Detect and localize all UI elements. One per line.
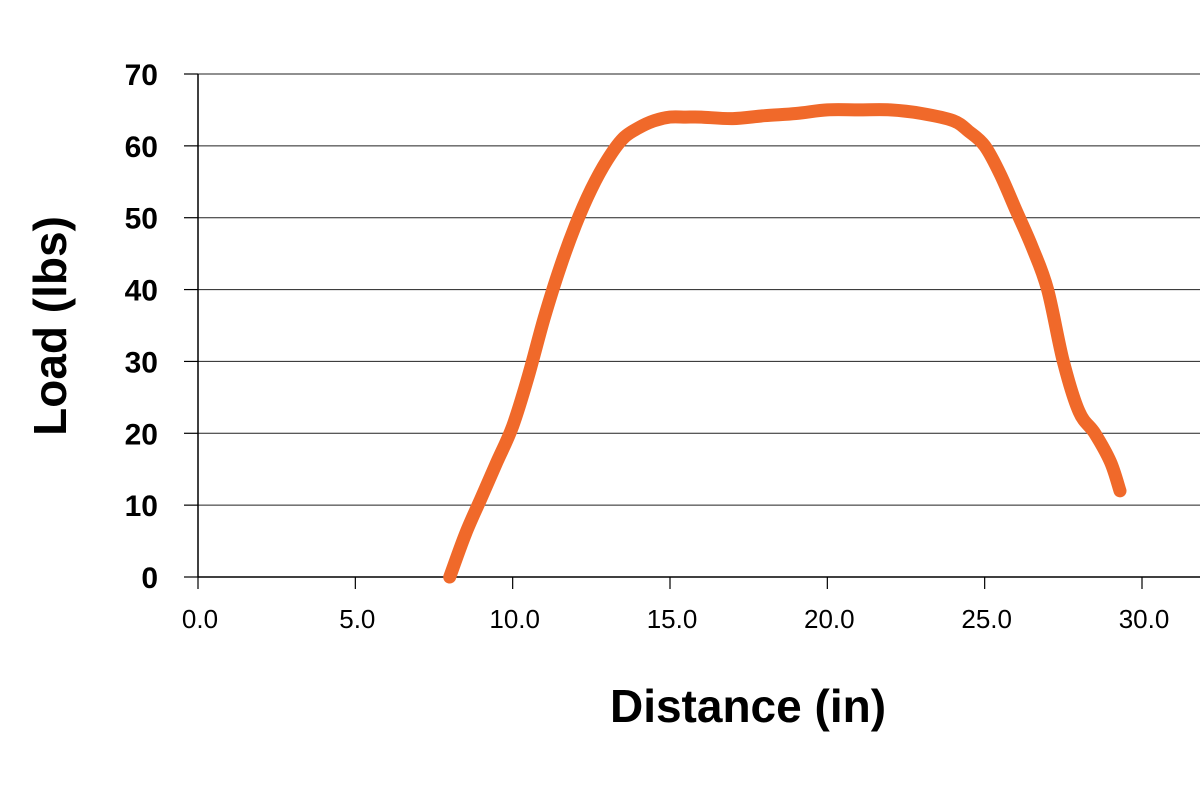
series-group: [443, 103, 1127, 584]
x-tick-label: 15.0: [647, 604, 698, 634]
y-tick-label: 50: [125, 203, 158, 236]
x-tick-label: 20.0: [804, 604, 855, 634]
x-tick-label: 10.0: [489, 604, 540, 634]
y-tick-labels: 0 10 20 30 40 50 60 70: [125, 59, 158, 595]
x-tick-label: 5.0: [339, 604, 375, 634]
series-line-0: [443, 103, 1127, 584]
x-tick-label: 25.0: [961, 604, 1012, 634]
x-tick-label: 30.0: [1119, 604, 1170, 634]
y-tick-label: 30: [125, 346, 158, 379]
y-tick-label: 0: [141, 562, 158, 595]
y-tick-label: 20: [125, 418, 158, 451]
axes: [184, 73, 1200, 589]
y-tick-label: 10: [125, 490, 158, 523]
x-tick-labels: 0.0 5.0 10.0 15.0 20.0 25.0 30.0: [182, 604, 1169, 634]
y-tick-label: 40: [125, 275, 158, 308]
y-axis-title: Load (lbs): [24, 216, 76, 436]
y-tick-label: 70: [125, 59, 158, 92]
y-tick-label: 60: [125, 131, 158, 164]
x-tick-label: 0.0: [182, 604, 218, 634]
x-axis-title: Distance (in): [610, 680, 886, 732]
gridlines: [198, 73, 1200, 506]
